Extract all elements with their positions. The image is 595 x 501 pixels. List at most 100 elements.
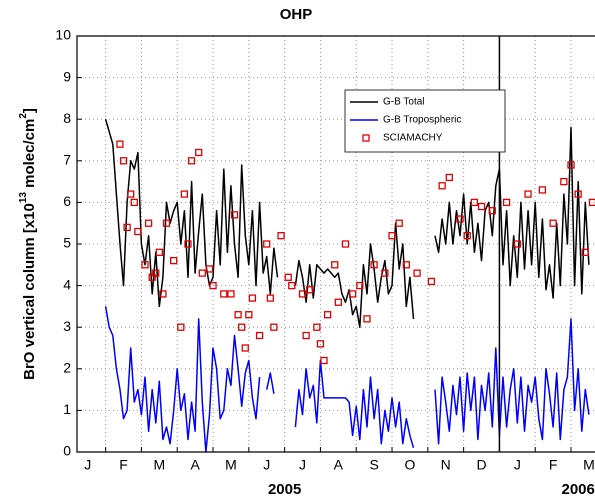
scatter-point: [323, 311, 332, 319]
x-tick-label: F: [549, 457, 558, 473]
scatter-point: [470, 198, 479, 207]
scatter-point: [456, 215, 464, 223]
scatter-point: [170, 256, 178, 265]
scatter-point: [302, 331, 310, 340]
legend-label: G-B Tropospheric: [383, 115, 461, 126]
legend-box: [344, 89, 506, 153]
scatter-point: [560, 177, 568, 186]
x-tick-label: J: [299, 457, 306, 473]
scatter-point: [245, 311, 253, 319]
scatter-point: [524, 190, 532, 198]
y-tick-label: 6: [63, 193, 71, 209]
x-tick-label: M: [153, 457, 165, 473]
scatter-point: [463, 232, 471, 240]
scatter-point: [184, 240, 192, 248]
y-tick-label: 10: [55, 27, 71, 43]
scatter-point: [445, 173, 453, 182]
scatter-point: [159, 290, 167, 298]
scatter-point: [152, 269, 160, 277]
scatter-point: [334, 298, 342, 306]
scatter-point: [549, 219, 557, 227]
scatter-point: [130, 198, 138, 207]
scatter-point: [209, 281, 217, 290]
y-tick-label: 5: [63, 235, 71, 251]
scatter-point: [513, 240, 521, 248]
scatter-point: [477, 202, 486, 211]
scatter-point: [248, 294, 257, 302]
x-tick-label: D: [476, 457, 486, 473]
scatter-point: [356, 281, 364, 290]
x-tick-label: M: [583, 457, 595, 473]
scatter-point: [119, 157, 128, 165]
x-tick-label: N: [441, 457, 451, 473]
plot-area: [77, 35, 595, 453]
scatter-point: [381, 269, 389, 277]
scatter-point: [502, 198, 511, 207]
y-label-part: ]: [21, 108, 38, 113]
series-line: [265, 372, 275, 394]
scatter-point: [581, 248, 589, 256]
scatter-point: [266, 294, 274, 302]
scatter-point: [144, 219, 153, 227]
year-label: 2006: [561, 481, 594, 498]
series-line: [294, 359, 415, 449]
y-tick-label: 7: [63, 152, 71, 168]
scatter-point: [227, 290, 235, 298]
scatter-point: [270, 323, 278, 331]
scatter-point: [574, 190, 582, 198]
y-tick-label: 8: [63, 110, 71, 126]
series-line: [104, 306, 261, 453]
scatter-point: [127, 190, 135, 198]
scatter-point: [395, 219, 403, 227]
scatter-point: [320, 356, 328, 365]
y-tick-label: 4: [63, 276, 71, 292]
scatter-point: [180, 190, 189, 198]
scatter-point: [205, 265, 214, 273]
legend-label: SCIAMACHY: [383, 133, 443, 144]
scatter-point: [263, 240, 271, 248]
legend: G-B Total G-B Tropospheric SCIAMACHY: [344, 89, 506, 153]
scatter-point: [123, 223, 131, 232]
scatter-point: [155, 248, 163, 256]
scatter-point: [402, 261, 410, 269]
scatter-point: [255, 331, 264, 340]
year-label: 2005: [268, 481, 301, 498]
scatter-point: [488, 207, 496, 215]
scatter-point: [427, 277, 436, 286]
y-label-sup: 13: [18, 192, 29, 204]
scatter-point: [284, 273, 292, 281]
y-label-part: BrO vertical column [x10: [21, 203, 38, 380]
scatter-point: [588, 198, 595, 207]
scatter-point: [538, 186, 547, 194]
scatter-point: [348, 290, 357, 298]
chart-title: OHP: [280, 6, 313, 23]
scatter-point: [241, 344, 249, 352]
scatter-point: [162, 219, 171, 227]
scatter-point: [413, 269, 421, 277]
scatter-point: [141, 261, 149, 269]
scatter-point: [277, 232, 285, 240]
x-tick-label: A: [190, 457, 200, 473]
x-tick-label: J: [263, 457, 270, 473]
scatter-point: [116, 140, 124, 148]
y-tick-label: 2: [63, 360, 71, 376]
x-tick-label: J: [514, 457, 521, 473]
scatter-point: [438, 182, 446, 190]
scatter-point: [331, 261, 339, 269]
scatter-point: [288, 281, 296, 290]
y-label-part: molec/cm: [21, 119, 38, 192]
scatter-point: [234, 311, 242, 319]
scatter-point: [298, 290, 307, 298]
scatter-point: [316, 340, 325, 348]
scatter-point: [187, 157, 196, 165]
x-tick-label: J: [84, 457, 91, 473]
x-tick-label: F: [119, 457, 128, 473]
scatter-point: [388, 232, 396, 240]
scatter-point: [198, 269, 206, 277]
scatter-point: [306, 286, 314, 294]
scatter-point: [567, 161, 575, 169]
series-line: [294, 222, 415, 328]
y-tick-label: 9: [63, 68, 71, 84]
x-tick-label: O: [404, 457, 415, 473]
